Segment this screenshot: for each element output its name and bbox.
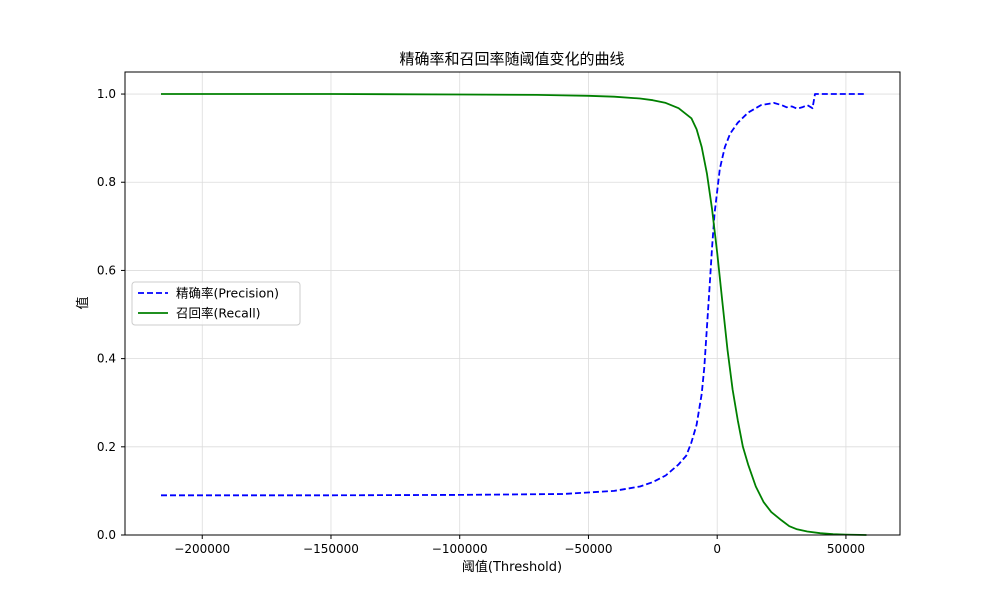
- y-tick-label: 0.6: [97, 263, 116, 277]
- x-tick-label: −150000: [303, 542, 359, 556]
- chart-title: 精确率和召回率随阈值变化的曲线: [399, 50, 624, 68]
- legend-recall-label: 召回率(Recall): [176, 306, 261, 321]
- x-axis-title: 阈值(Threshold): [462, 559, 562, 575]
- x-tick-label: −100000: [432, 542, 488, 556]
- y-axis-ticks: 0.0 0.2 0.4 0.6 0.8 1.0: [97, 87, 125, 542]
- series-lines: [161, 93, 867, 536]
- x-tick-label: −50000: [564, 542, 612, 556]
- x-tick-label: 0: [713, 542, 721, 556]
- legend-precision-label: 精确率(Precision): [176, 286, 279, 301]
- plot-frame: [124, 71, 901, 536]
- y-tick-label: 1.0: [97, 87, 116, 101]
- legend-box: [131, 281, 301, 326]
- x-axis-ticks: −200000 −150000 −100000 −50000 0 50000: [174, 535, 865, 556]
- y-tick-label: 0.0: [97, 528, 116, 542]
- recall-line: [161, 93, 867, 536]
- x-tick-label: −200000: [174, 542, 230, 556]
- y-tick-label: 0.2: [97, 440, 116, 454]
- x-tick-label: 50000: [827, 542, 865, 556]
- y-tick-label: 0.4: [97, 352, 116, 366]
- y-tick-label: 0.8: [97, 175, 116, 189]
- legend: 精确率(Precision) 召回率(Recall): [131, 281, 301, 326]
- precision-line: [161, 93, 867, 497]
- y-axis-title: 值: [75, 296, 91, 309]
